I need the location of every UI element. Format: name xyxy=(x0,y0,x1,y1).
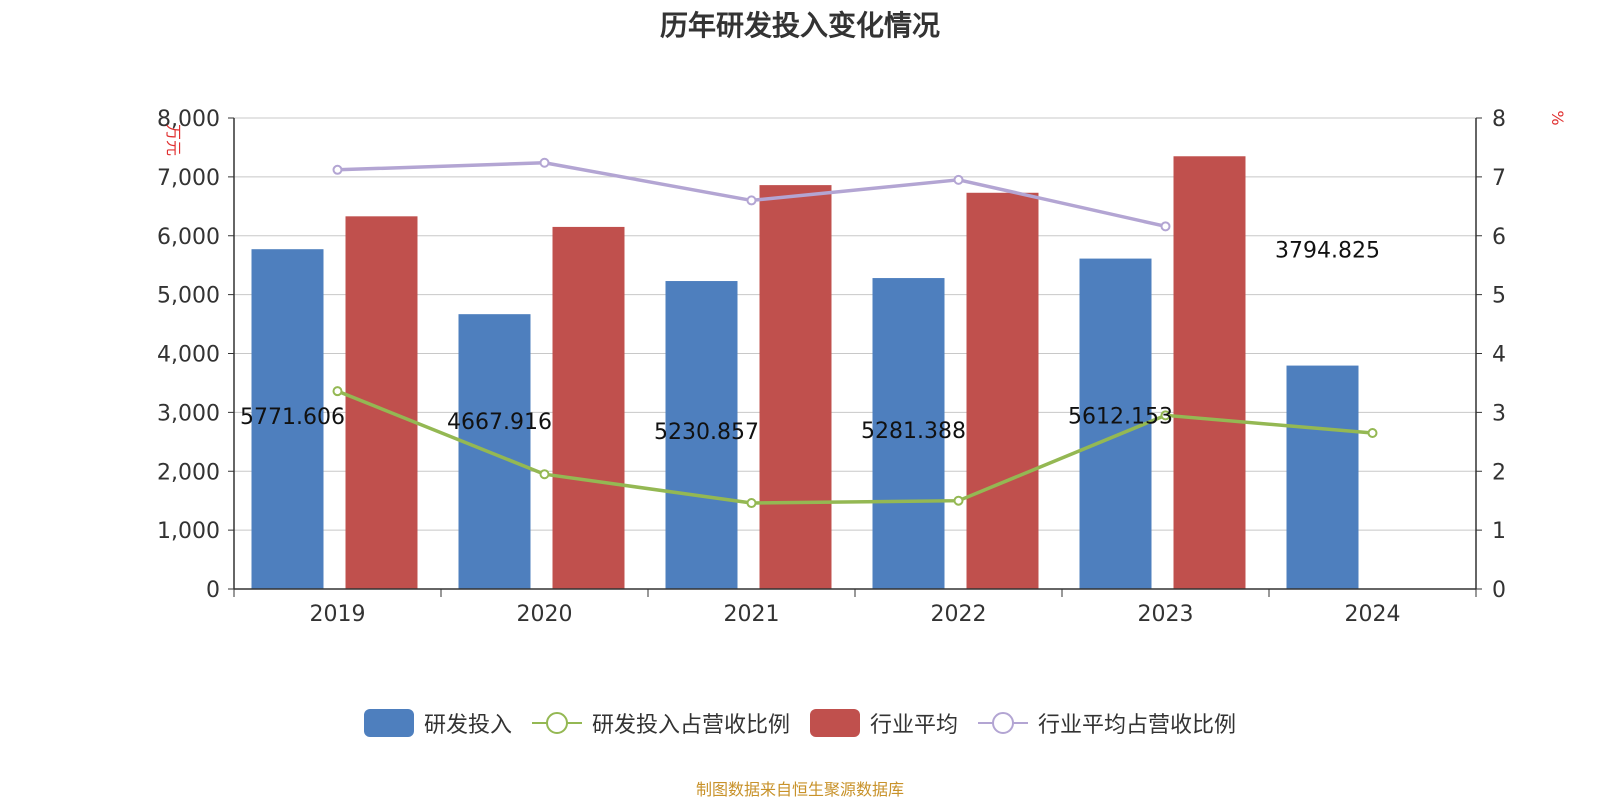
axes: 0 1,000 2,000 3,000 4,000 5,000 6,000 7,000 8,00… xyxy=(157,107,1567,627)
y-left-tick-label: 2,000 xyxy=(157,460,220,485)
line-point xyxy=(746,195,757,206)
legend-item-rd[interactable]: 研发投入 xyxy=(363,707,512,739)
bar-2022-0 xyxy=(872,278,945,589)
legend-item-industry-ratio[interactable]: 行业平均占营收比例 xyxy=(978,707,1236,739)
bar-value-label: 3794.825 xyxy=(1275,239,1380,264)
y-right-tick-label: 1 xyxy=(1492,519,1506,544)
bar-2023-1 xyxy=(1173,156,1246,590)
y-right-axis-label: % xyxy=(1548,110,1567,125)
bar-value-label: 5281.388 xyxy=(861,419,966,444)
x-tick-label: 2020 xyxy=(517,602,573,627)
y-left-tick-label: 1,000 xyxy=(157,519,220,544)
bar-series-layer xyxy=(251,156,1359,590)
bar-2024-0 xyxy=(1286,365,1359,589)
bar-2020-1 xyxy=(552,226,625,589)
legend-swatch-industry-ratio xyxy=(978,712,1029,734)
chart-title: 历年研发投入变化情况 xyxy=(659,9,940,42)
legend-swatch-rd xyxy=(363,709,414,737)
x-tick-label: 2021 xyxy=(724,602,780,627)
x-tick-label: 2019 xyxy=(310,602,366,627)
line-point xyxy=(1160,221,1171,232)
bar-value-label: 5230.857 xyxy=(654,420,759,445)
data-labels: 5771.606 4667.916 5230.857 5281.388 5612.153… xyxy=(240,239,1380,445)
bar-value-label: 4667.916 xyxy=(447,410,552,435)
legend-item-industry[interactable]: 行业平均 xyxy=(810,707,958,739)
legend: 研发投入 研发投入占营收比例 行业平均 行业平均占营收比例 xyxy=(0,706,1600,740)
line-point xyxy=(1367,427,1378,438)
line-point xyxy=(746,498,757,509)
line-point xyxy=(332,386,343,397)
y-left-tick-label: 4,000 xyxy=(157,343,220,368)
x-tick-label: 2024 xyxy=(1345,602,1401,627)
y-right-tick-label: 8 xyxy=(1492,107,1506,132)
bar-2020-0 xyxy=(458,314,531,589)
y-left-tick-label: 3,000 xyxy=(157,401,220,426)
bar-2023-0 xyxy=(1079,258,1152,589)
x-tick-label: 2022 xyxy=(931,602,987,627)
bar-2021-1 xyxy=(759,185,832,589)
line-point xyxy=(539,469,550,480)
legend-label-industry-ratio: 行业平均占营收比例 xyxy=(1038,713,1237,738)
bar-value-label: 5771.606 xyxy=(240,405,345,430)
line-series-1 xyxy=(337,160,1166,229)
bar-2021-0 xyxy=(665,281,738,589)
y-right-tick-label: 5 xyxy=(1492,284,1506,309)
line-point xyxy=(953,495,964,506)
y-left-axis-label: 万元 xyxy=(164,124,183,156)
line-point xyxy=(332,164,343,175)
bar-value-label: 5612.153 xyxy=(1068,405,1173,430)
line-point xyxy=(1160,410,1171,421)
y-right-tick-label: 7 xyxy=(1492,166,1506,191)
y-right-tick-label: 2 xyxy=(1492,460,1506,485)
y-left-tick-label: 8,000 xyxy=(157,107,220,132)
legend-swatch-rd-ratio xyxy=(531,712,582,734)
x-tick-label: 2023 xyxy=(1138,602,1194,627)
bar-2019-0 xyxy=(251,249,324,589)
line-series-0 xyxy=(336,389,1373,505)
line-point xyxy=(953,174,964,185)
legend-label-industry: 行业平均 xyxy=(870,713,959,738)
y-right-tick-label: 6 xyxy=(1492,225,1506,250)
legend-label-rd: 研发投入 xyxy=(423,713,512,738)
y-left-tick-label: 5,000 xyxy=(157,284,220,309)
bar-2022-1 xyxy=(966,192,1039,590)
legend-label-rd-ratio: 研发投入占营收比例 xyxy=(591,713,790,738)
chart-plot: 0 1,000 2,000 3,000 4,000 5,000 6,000 7,000 8,00… xyxy=(157,107,1567,627)
y-left-tick-label: 0 xyxy=(206,578,220,603)
bar-2019-1 xyxy=(345,216,418,590)
line-series-layer xyxy=(332,157,1378,509)
legend-swatch-industry xyxy=(810,709,860,737)
grid-lines xyxy=(234,117,1476,531)
y-left-tick-label: 7,000 xyxy=(157,166,220,191)
y-right-tick-label: 4 xyxy=(1492,343,1506,368)
y-right-tick-label: 3 xyxy=(1492,401,1506,426)
source-note: 制图数据来自恒生聚源数据库 xyxy=(695,780,904,799)
y-right-tick-label: 0 xyxy=(1492,578,1506,603)
y-left-tick-label: 6,000 xyxy=(157,225,220,250)
legend-item-rd-ratio[interactable]: 研发投入占营收比例 xyxy=(531,707,790,739)
line-point xyxy=(539,157,550,168)
